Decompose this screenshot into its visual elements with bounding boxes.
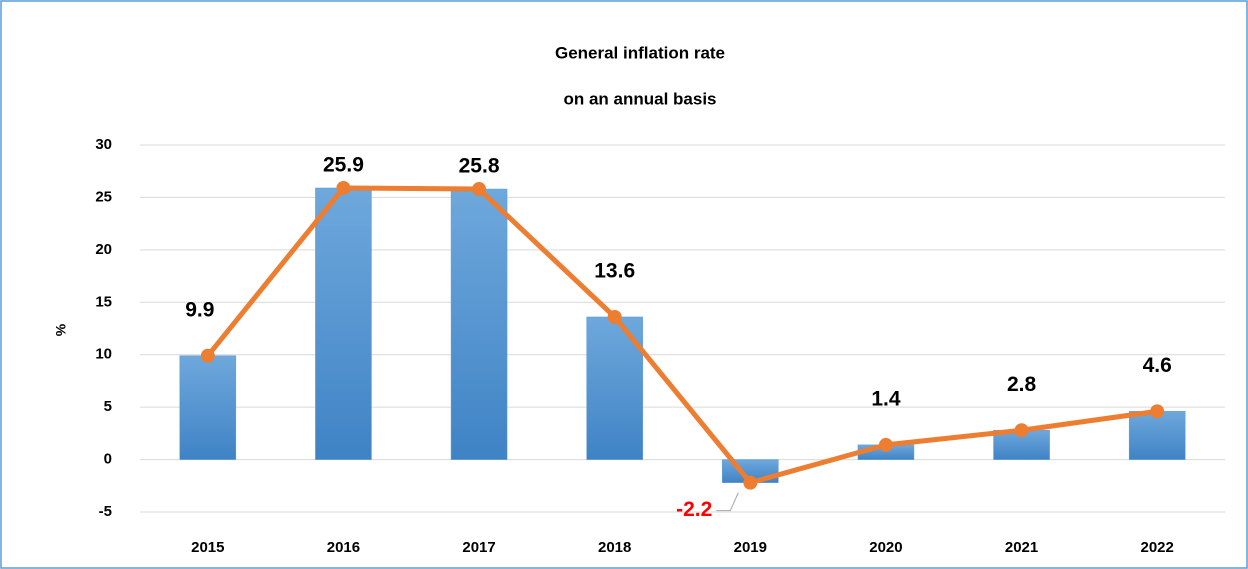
x-tick-label: 2021 (1005, 539, 1038, 556)
x-tick-label: 2019 (734, 539, 767, 556)
data-label: 25.8 (459, 155, 500, 178)
line-point (472, 182, 487, 197)
x-tick-label: 2015 (191, 539, 224, 556)
line-point (878, 437, 893, 452)
bar (315, 187, 372, 460)
data-label: 13.6 (594, 260, 635, 283)
line-point (743, 475, 758, 490)
line-point (1150, 404, 1165, 419)
y-tick-label: 30 (95, 136, 112, 153)
line-point (607, 309, 622, 324)
x-tick-label: 2020 (869, 539, 902, 556)
line (205, 185, 1158, 486)
y-tick-label: 20 (95, 241, 112, 258)
data-label: 25.9 (323, 154, 364, 177)
x-tick-label: 2017 (462, 539, 495, 556)
y-tick-label: -5 (99, 503, 112, 520)
y-tick-label: 10 (95, 346, 112, 363)
line-point (336, 180, 351, 195)
x-tick-label: 2018 (598, 539, 631, 556)
data-label: -2.2 (676, 498, 712, 521)
bar (450, 188, 508, 460)
y-tick-label: 0 (104, 451, 112, 468)
data-label: 9.9 (185, 298, 214, 321)
line-point (1014, 423, 1029, 438)
y-tick-label: 5 (104, 398, 112, 415)
y-tick-label: 25 (95, 188, 112, 205)
line-point (200, 348, 215, 363)
chart-title: General inflation rate (555, 43, 725, 62)
data-label: 1.4 (871, 387, 901, 410)
y-axis-label: % (53, 323, 69, 336)
bar (1128, 411, 1186, 460)
x-tick-label: 2022 (1141, 539, 1174, 556)
data-label: 2.8 (1007, 373, 1037, 396)
data-label: 4.6 (1143, 354, 1172, 377)
chart-subtitle: on an annual basis (563, 89, 716, 108)
x-tick-label: 2016 (327, 539, 360, 556)
y-tick-label: 15 (95, 293, 112, 310)
bar (179, 355, 237, 460)
leader-line (716, 492, 739, 512)
